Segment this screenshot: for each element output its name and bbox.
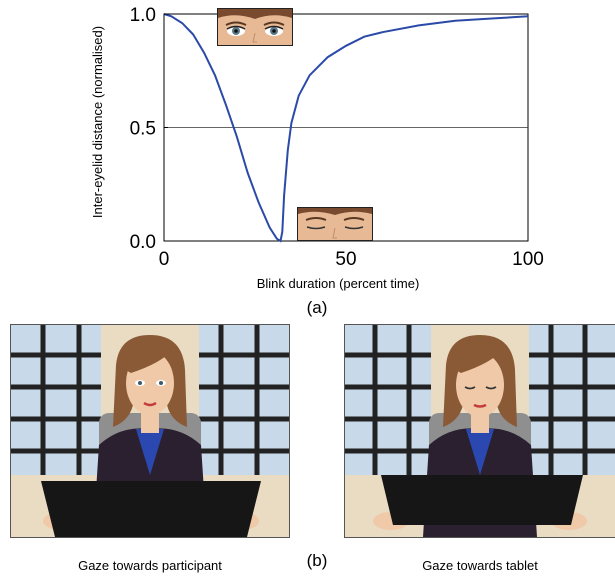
y-tick-label: 0.5	[130, 119, 156, 140]
series-line-0	[163, 13, 529, 243]
left-panel-caption: Gaze towards participant	[78, 558, 222, 573]
x-tick-label: 0	[159, 249, 170, 270]
avatar-scene-tablet	[345, 325, 615, 537]
chart-ticks: 0 50 100 0.0 0.5 1.0	[130, 5, 544, 270]
avatar-scene-participant	[11, 325, 289, 537]
subfigure-a-caption: (a)	[306, 298, 328, 317]
x-tick-label: 50	[335, 249, 356, 270]
y-tick-label: 1.0	[130, 5, 156, 26]
chart-series	[163, 13, 529, 243]
blink-chart: 0 50 100 0.0 0.5 1.0 Blink duration (percent …	[90, 5, 544, 291]
y-tick-label: 0.0	[130, 232, 156, 253]
figure-a: 0 50 100 0.0 0.5 1.0 Blink duration (percent …	[90, 5, 544, 291]
x-axis-label: Blink duration (percent time)	[257, 276, 420, 291]
closed-eyes-thumbnail	[297, 207, 373, 241]
subfigure-b-caption: (b)	[306, 551, 328, 570]
x-tick-label: 100	[512, 249, 544, 270]
open-eyes-thumbnail	[217, 8, 293, 46]
avatar-panel-tablet	[344, 324, 615, 538]
y-axis-label: Inter-eyelid distance (normalised)	[90, 26, 105, 218]
avatar-panel-participant	[10, 324, 290, 538]
right-panel-caption: Gaze towards tablet	[422, 558, 538, 573]
